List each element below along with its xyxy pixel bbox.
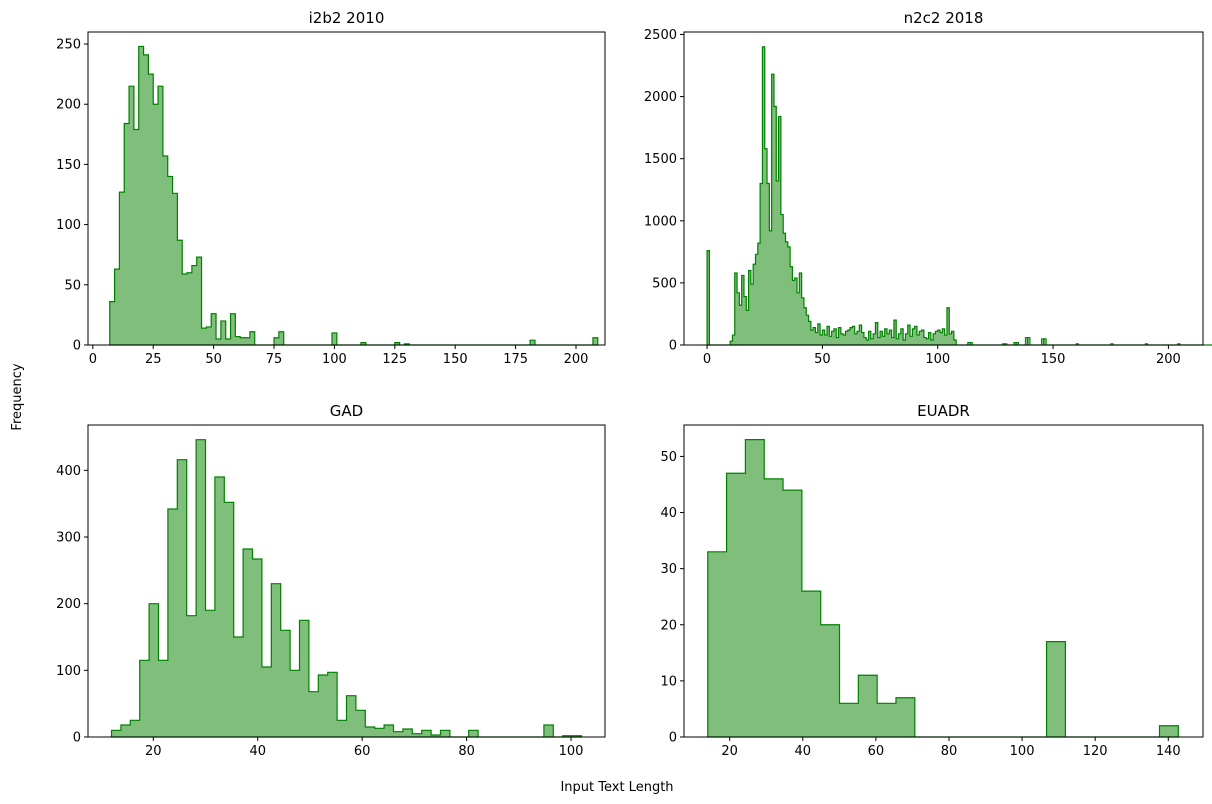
subplot-title: EUADR — [917, 402, 970, 420]
x-tick-label: 120 — [1083, 744, 1108, 759]
y-tick-label: 100 — [56, 218, 81, 233]
x-tick-label: 100 — [925, 352, 950, 367]
subplot-title: n2c2 2018 — [904, 9, 984, 27]
subplot-3: GAD 20 40 60 80 100 0 100 200 300 400 — [56, 402, 606, 759]
x-tick-label: 150 — [1041, 352, 1066, 367]
x-tick-label: 0 — [89, 352, 97, 367]
y-tick-label: 30 — [660, 562, 677, 577]
histogram-series — [706, 46, 1212, 346]
x-tick-label: 50 — [814, 352, 831, 367]
y-tick-label: 50 — [64, 278, 81, 293]
x-tick-label: 60 — [868, 744, 885, 759]
x-tick-label: 50 — [205, 352, 222, 367]
histogram-bin — [1043, 338, 1047, 346]
y-tick-label: 1500 — [644, 152, 677, 167]
y-tick-label: 50 — [660, 450, 677, 465]
x-tick-label: 60 — [354, 744, 371, 759]
x-tick-label: 140 — [1156, 744, 1181, 759]
histogram-series — [109, 45, 599, 346]
y-tick-label: 500 — [652, 276, 677, 291]
axes-frame — [87, 424, 606, 738]
x-tick-label: 200 — [1156, 352, 1181, 367]
y-tick-label: 400 — [56, 464, 81, 479]
axes-frame — [683, 31, 1204, 346]
y-tick-label: 0 — [669, 731, 677, 746]
x-tick-label: 200 — [564, 352, 589, 367]
x-tick-label: 175 — [503, 352, 528, 367]
x-tick-label: 100 — [1010, 744, 1035, 759]
y-tick-label: 0 — [669, 339, 677, 354]
y-tick-label: 300 — [56, 531, 81, 546]
axes-frame — [87, 31, 606, 346]
subplot-title: i2b2 2010 — [309, 9, 385, 27]
subplot-title: GAD — [330, 402, 363, 420]
y-tick-label: 2500 — [644, 28, 677, 43]
subplot-4: EUADR 20 40 60 80 100 120 140 0 10 20 30 40 50 — [660, 402, 1204, 759]
subplot-1: i2b2 2010 0 25 50 75 100 125 150 175 200 0 50 100 150… — [56, 9, 606, 367]
x-tick-label: 150 — [443, 352, 468, 367]
histogram-series — [110, 439, 583, 738]
y-tick-label: 100 — [56, 664, 81, 679]
histogram-bin — [1027, 337, 1031, 346]
axes-frame — [683, 424, 1204, 738]
x-tick-label: 20 — [145, 744, 162, 759]
figure-xlabel: Input Text Length — [560, 780, 673, 795]
y-tick-label: 200 — [56, 597, 81, 612]
y-tick-label: 0 — [73, 339, 81, 354]
x-tick-label: 100 — [322, 352, 347, 367]
x-tick-label: 125 — [382, 352, 407, 367]
y-tick-label: 2000 — [644, 90, 677, 105]
y-tick-label: 0 — [73, 731, 81, 746]
y-tick-label: 40 — [660, 506, 677, 521]
x-tick-label: 100 — [559, 744, 584, 759]
x-tick-label: 80 — [458, 744, 475, 759]
x-tick-label: 20 — [721, 744, 738, 759]
y-tick-label: 250 — [56, 38, 81, 53]
x-tick-label: 25 — [145, 352, 162, 367]
x-tick-label: 75 — [266, 352, 283, 367]
histogram-series — [707, 438, 1179, 738]
y-tick-label: 200 — [56, 98, 81, 113]
figure-ylabel: Frequency — [10, 363, 25, 430]
x-tick-label: 40 — [795, 744, 812, 759]
x-tick-label: 0 — [703, 352, 711, 367]
x-tick-label: 40 — [249, 744, 266, 759]
y-tick-label: 150 — [56, 158, 81, 173]
x-tick-label: 80 — [941, 744, 958, 759]
y-tick-label: 10 — [660, 674, 677, 689]
y-tick-label: 20 — [660, 618, 677, 633]
y-tick-label: 1000 — [644, 214, 677, 229]
